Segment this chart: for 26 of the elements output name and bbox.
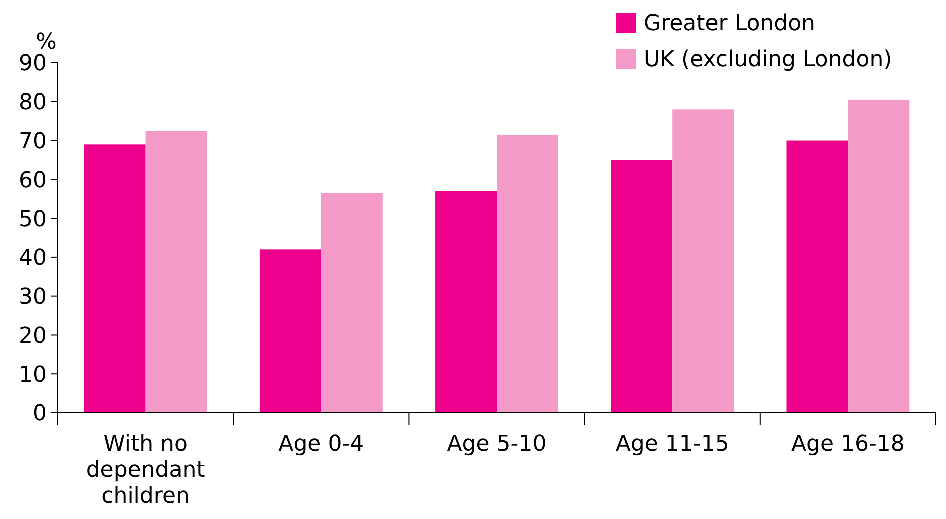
- y-tick-label: 60: [19, 168, 47, 194]
- y-tick-label: 10: [19, 362, 47, 388]
- legend-label: UK (excluding London): [644, 48, 892, 73]
- bar: [436, 191, 497, 413]
- y-tick-label: 20: [19, 324, 47, 349]
- bar: [260, 250, 322, 413]
- bar: [786, 140, 848, 413]
- y-tick-label: 50: [19, 207, 47, 232]
- y-tick-label: 40: [19, 246, 47, 272]
- y-tick-label: 0: [33, 402, 47, 427]
- y-tick-label: 30: [19, 285, 47, 310]
- y-tick-label: 70: [19, 129, 47, 154]
- y-tick-label: 80: [19, 90, 47, 116]
- x-tick-label: Age 16-18: [791, 432, 905, 457]
- x-tick-label: Age 5-10: [447, 432, 547, 457]
- bar: [611, 160, 673, 413]
- bar: [84, 144, 146, 413]
- bar: [497, 134, 558, 413]
- x-tick-label: Age 11-15: [616, 432, 730, 457]
- x-tick-label: With no dependant children: [86, 432, 206, 509]
- bar: [321, 193, 383, 413]
- bar: [672, 110, 734, 413]
- bar: [848, 100, 910, 413]
- x-tick-label: Age 0-4: [278, 432, 364, 457]
- bar: [146, 131, 208, 413]
- legend-label: Greater London: [644, 12, 816, 37]
